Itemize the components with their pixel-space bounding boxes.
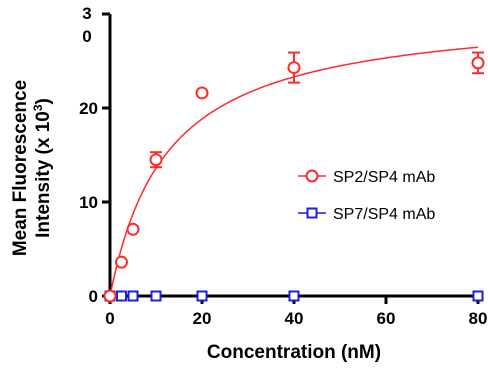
- data-point-sp2: [471, 56, 485, 70]
- y-axis-title-close: ): [33, 98, 54, 104]
- y-axis-title: Mean Fluorescence: [10, 80, 31, 256]
- x-tick-label: 20: [193, 309, 212, 328]
- x-tick-label: 60: [377, 309, 396, 328]
- x-tick-label: 40: [285, 309, 304, 328]
- data-point-sp2: [126, 222, 140, 236]
- legend-marker-sp7: [306, 207, 318, 219]
- legend-label-sp7: SP7/SP4 mAb: [333, 206, 435, 223]
- y-tick-label: 20: [79, 99, 98, 118]
- legend-marker-sp2: [305, 169, 319, 183]
- data-point-sp7: [472, 290, 484, 302]
- y-axis-title-2: Intensity (x 103): [31, 98, 54, 238]
- y-tick-label: 0: [89, 287, 98, 306]
- y-axis-title-line2: Intensity (x 103): [31, 98, 54, 238]
- x-axis-title: Concentration (nM): [207, 342, 381, 363]
- data-point-sp2: [115, 255, 128, 269]
- y-axis-title-sup: 3: [31, 104, 45, 111]
- legend-label-sp2: SP2/SP4 mAb: [333, 169, 435, 186]
- data-point-sp7: [127, 290, 139, 302]
- y-axis-title-text: Intensity (x 10: [33, 111, 54, 238]
- y-top-label-line2: 0: [82, 27, 91, 46]
- x-tick-label: 80: [469, 309, 488, 328]
- data-point-sp7: [116, 290, 127, 302]
- y-top-label-line1: 3: [82, 4, 91, 23]
- plot-layer: 0 10 20 0 20 40 60 80 SP2/SP4 mAb SP7/SP4 mAb: [79, 12, 488, 328]
- data-point-sp2: [103, 289, 117, 303]
- data-point-sp2: [149, 153, 163, 167]
- data-point-sp7: [196, 290, 208, 302]
- data-point-sp7: [150, 290, 162, 302]
- x-tick-label: 0: [105, 309, 114, 328]
- data-point-sp7: [288, 290, 300, 302]
- data-point-sp2: [287, 61, 301, 75]
- data-point-sp2: [195, 86, 209, 100]
- y-tick-label: 10: [79, 193, 98, 212]
- y-axis-title-line1: Mean Fluorescence: [10, 80, 31, 256]
